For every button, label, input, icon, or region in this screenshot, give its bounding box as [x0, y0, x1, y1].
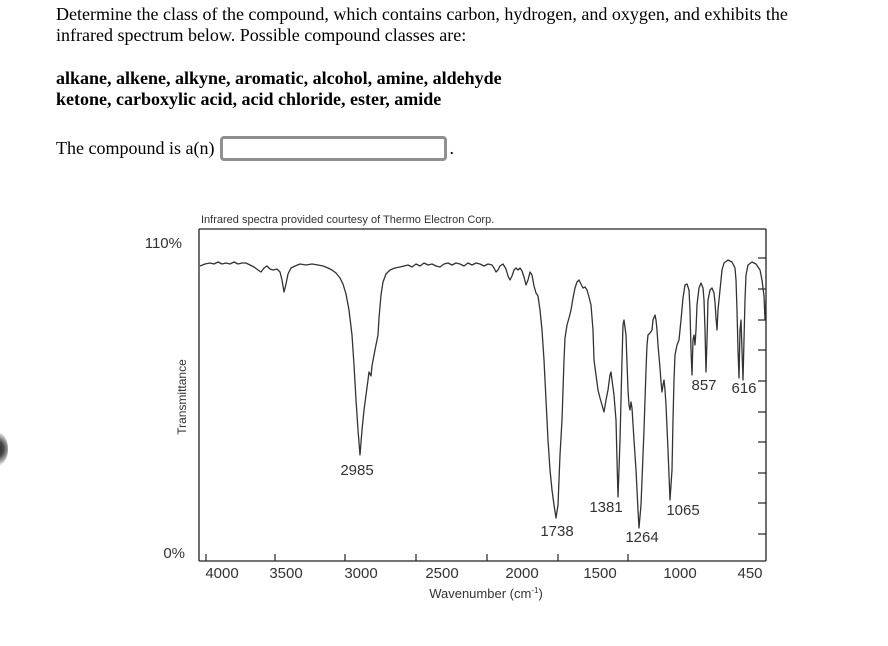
x-axis-ticks — [205, 554, 629, 561]
peak-label-1264: 1264 — [625, 529, 658, 546]
x-axis-label: Wavenumber (cm-1) — [429, 586, 543, 601]
question-text: Determine the class of the compound, whi… — [56, 4, 886, 110]
x-tick-1500: 1500 — [583, 565, 616, 582]
compound-classes-line-2: ketone, carboxylic acid, acid chloride, … — [56, 89, 442, 109]
spectrum-line — [199, 259, 767, 529]
question-line-1: Determine the class of the compound, whi… — [56, 4, 788, 24]
chart-title: Infrared spectra provided courtesy of Th… — [201, 214, 494, 226]
x-tick-450: 450 — [737, 565, 762, 582]
peak-labels: 2985 1738 1381 1264 1065 857 616 — [340, 377, 756, 546]
peak-label-857: 857 — [691, 377, 716, 394]
y-axis-label: Transmittance — [175, 359, 189, 435]
peak-label-1065: 1065 — [666, 502, 699, 519]
answer-prompt: The compound is a(n) — [56, 137, 215, 158]
cursor-shadow-icon — [0, 432, 8, 466]
peak-label-1381: 1381 — [589, 499, 622, 516]
right-axis-ticks — [758, 257, 766, 535]
x-tick-2500: 2500 — [425, 565, 458, 582]
question-line-2: infrared spectrum below. Possible compou… — [56, 25, 467, 45]
plot-frame — [198, 228, 767, 562]
x-tick-labels: 4000 3500 3000 2500 2000 1500 1000 450 — [205, 565, 762, 582]
compound-classes-line-1: alkane, alkene, alkyne, aromatic, alcoho… — [56, 68, 502, 88]
y-tick-110: 110% — [145, 235, 182, 252]
answer-input[interactable] — [220, 135, 448, 161]
x-tick-1000: 1000 — [663, 565, 696, 582]
x-tick-3500: 3500 — [269, 565, 302, 582]
answer-row: The compound is a(n) . — [56, 135, 454, 161]
x-tick-3000: 3000 — [344, 565, 377, 582]
y-tick-0: 0% — [163, 545, 185, 562]
peak-label-2985: 2985 — [340, 462, 373, 479]
peak-label-616: 616 — [731, 380, 756, 397]
peak-label-1738: 1738 — [540, 523, 573, 540]
x-tick-2000: 2000 — [505, 565, 538, 582]
answer-suffix: . — [449, 137, 454, 158]
x-tick-4000: 4000 — [205, 565, 238, 582]
